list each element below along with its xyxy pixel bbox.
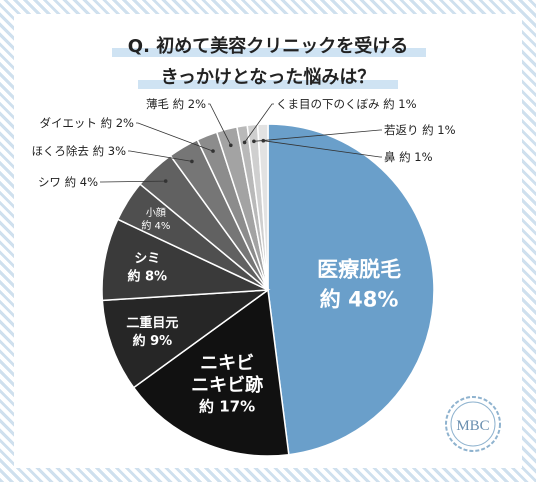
slice-outside-label: ほくろ除去 約 3% [31, 144, 126, 158]
logo-text: MBC [456, 418, 489, 434]
slice-value-label: 約 17% [199, 398, 255, 416]
pie-slice [267, 123, 435, 456]
mbc-logo: MBC [445, 396, 501, 452]
slice-outside-label: 薄毛 約 2% [146, 97, 206, 111]
leader-line [100, 180, 166, 183]
slice-outside-label: くま目の下のくぼみ 約 1% [276, 97, 417, 111]
title-highlight-2 [138, 80, 398, 89]
pie-slice [132, 288, 290, 457]
slice-outside-label: 若返り 約 1% [384, 123, 456, 137]
slice-category-label: ニキビ跡 [191, 374, 263, 396]
leader-line [263, 140, 382, 158]
leader-line [244, 103, 274, 143]
slice-category-label: 医療脱毛 [317, 258, 401, 282]
slice-category-label: 小顔 [146, 206, 166, 219]
slice-category-label: シミ [134, 252, 160, 267]
slice-category-label: ニキビ [200, 353, 254, 374]
slice-outside-label: ダイエット 約 2% [40, 116, 135, 130]
slice-value-label: 約 9% [133, 333, 173, 349]
slice-outside-label: 鼻 約 1% [384, 150, 433, 164]
leader-line [128, 150, 192, 162]
chart-title-line-2: きっかけとなった悩みは？ [161, 66, 376, 88]
title-highlight-1 [112, 48, 426, 57]
slice-value-label: 約 8% [127, 269, 167, 285]
leader-line [136, 122, 214, 152]
slice-outside-label: シワ 約 4% [38, 175, 98, 189]
slice-value-label: 約 4% [141, 219, 170, 232]
pie-slices [101, 123, 435, 457]
leader-lines [100, 103, 382, 183]
logo-ring [450, 401, 496, 447]
chart-title-line-1: Q. 初めて美容クリニックを受ける [128, 35, 408, 57]
leader-line [208, 103, 232, 146]
slice-category-label: 二重目元 [126, 315, 178, 331]
pie-slice [101, 289, 271, 389]
slice-value-label: 約 48% [320, 288, 399, 312]
leader-line [253, 129, 382, 142]
